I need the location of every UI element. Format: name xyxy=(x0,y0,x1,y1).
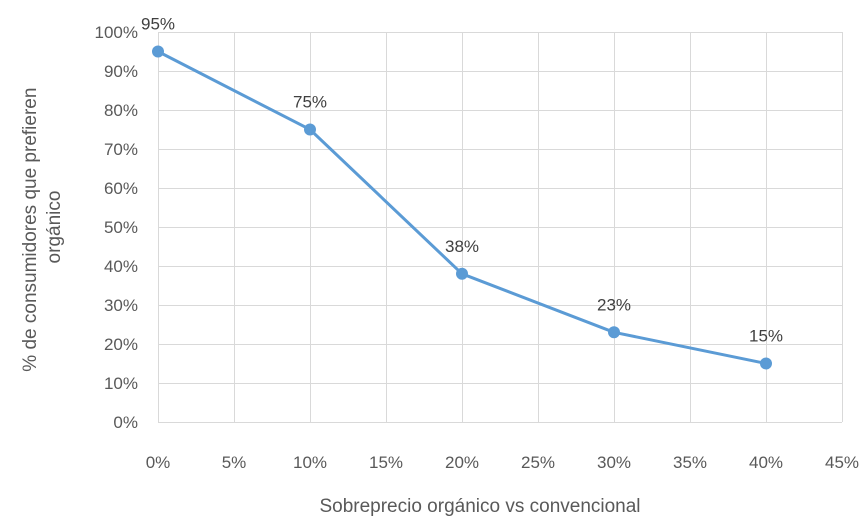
data-point xyxy=(456,267,468,280)
data-label: 95% xyxy=(141,15,175,34)
y-tick-label: 80% xyxy=(104,101,138,120)
series xyxy=(152,45,772,370)
x-tick-label: 25% xyxy=(521,453,555,472)
x-tick-label: 0% xyxy=(146,453,171,472)
data-point xyxy=(608,326,620,339)
y-tick-label: 30% xyxy=(104,296,138,315)
y-axis-title: % de consumidores que prefieren orgánico xyxy=(20,82,65,371)
data-label: 75% xyxy=(293,93,327,112)
x-tick-label: 20% xyxy=(445,453,479,472)
data-label: 38% xyxy=(445,237,479,256)
data-label: 15% xyxy=(749,327,783,346)
x-tick-label: 30% xyxy=(597,453,631,472)
y-tick-label: 0% xyxy=(113,413,138,432)
data-label: 23% xyxy=(597,295,631,314)
x-tick-label: 40% xyxy=(749,453,783,472)
data-point xyxy=(152,45,164,58)
y-tick-label: 40% xyxy=(104,257,138,276)
y-axis-title-line-2: orgánico xyxy=(44,191,65,264)
x-tick-label: 15% xyxy=(369,453,403,472)
y-tick-label: 60% xyxy=(104,179,138,198)
data-point xyxy=(304,123,316,136)
y-tick-label: 100% xyxy=(95,23,138,42)
y-tick-label: 10% xyxy=(104,374,138,393)
y-tick-label: 20% xyxy=(104,335,138,354)
y-axis-ticks: 0% 10% 20% 30% 40% 50% 60% 70% 80% 90% 100% xyxy=(95,23,138,432)
x-axis-title: Sobreprecio orgánico vs convencional xyxy=(319,496,640,517)
gridlines xyxy=(158,32,843,423)
x-tick-label: 35% xyxy=(673,453,707,472)
x-axis-ticks: 0% 5% 10% 15% 20% 25% 30% 35% 40% 45% xyxy=(146,453,859,472)
data-point xyxy=(760,357,772,370)
x-tick-label: 10% xyxy=(293,453,327,472)
y-tick-label: 70% xyxy=(104,140,138,159)
y-tick-label: 50% xyxy=(104,218,138,237)
y-tick-label: 90% xyxy=(104,62,138,81)
data-labels: 95% 75% 38% 23% 15% xyxy=(141,15,783,346)
x-tick-label: 5% xyxy=(222,453,247,472)
x-tick-label: 45% xyxy=(825,453,859,472)
y-axis-title-line-1: % de consumidores que prefieren xyxy=(20,88,41,372)
